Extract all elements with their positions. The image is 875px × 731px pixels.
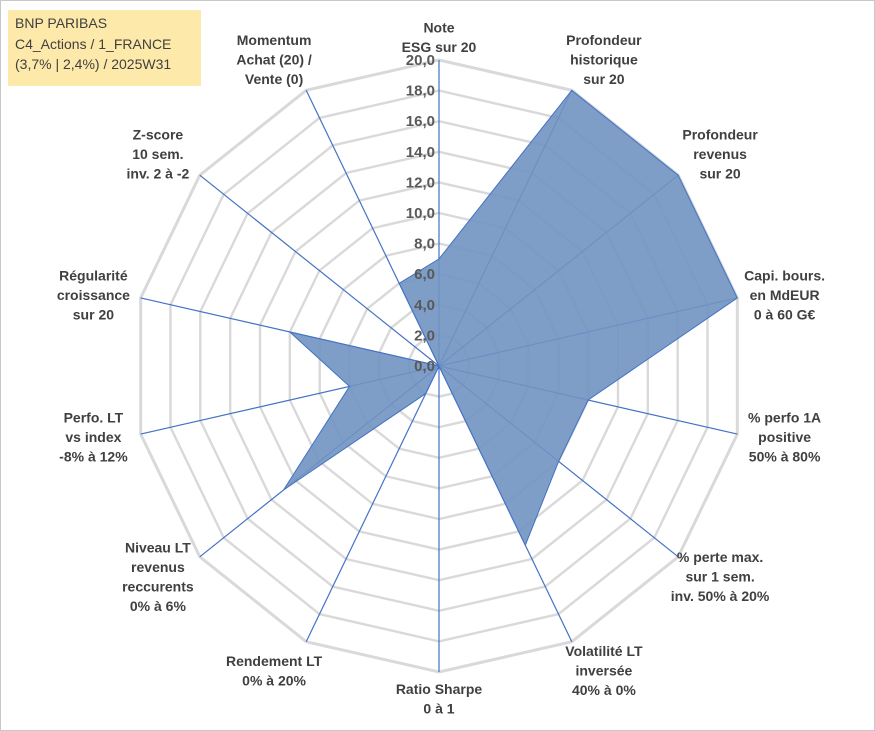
tick-label: 20,0 bbox=[406, 52, 435, 69]
axis-label-line: Niveau LT bbox=[125, 540, 191, 556]
axis-label-line: Z-score bbox=[133, 127, 184, 143]
data-series bbox=[283, 89, 738, 547]
axis-label-3: Profondeur revenus sur 20 bbox=[682, 127, 758, 182]
axis-label-line: sur 20 bbox=[699, 166, 740, 182]
axis-label-line: Volatilité LT bbox=[565, 643, 643, 659]
axis-label-line: inversée bbox=[575, 663, 632, 679]
title-line-3: (3,7% | 2,4%) / 2025W31 bbox=[15, 56, 172, 72]
axis-label-line: Note bbox=[423, 20, 454, 36]
tick-label: 0,0 bbox=[414, 358, 435, 375]
tick-label: 16,0 bbox=[406, 113, 435, 130]
axis-label-line: Profondeur bbox=[682, 127, 758, 143]
axis-label-line: % perfo 1A bbox=[748, 410, 821, 426]
axis-label-line: positive bbox=[758, 429, 811, 445]
axis-label-6: % perte max. sur 1 sem. inv. 50% à 20% bbox=[671, 549, 770, 604]
axis-label-line: Capi. bours. bbox=[744, 267, 825, 283]
tick-label: 8,0 bbox=[414, 236, 435, 253]
axis-label-4: Capi. bours. en MdEUR 0 à 60 G€ bbox=[744, 267, 825, 322]
axis-label-line: Perfo. LT bbox=[64, 410, 124, 426]
axis-label-14: Momentum Achat (20) / Vente (0) bbox=[236, 32, 312, 87]
tick-label: 6,0 bbox=[414, 266, 435, 283]
axis-label-line: 10 sem. bbox=[132, 146, 183, 162]
axis-label-line: sur 20 bbox=[73, 306, 114, 322]
axis-label-line: revenus bbox=[693, 146, 747, 162]
axis-label-line: sur 20 bbox=[583, 71, 624, 87]
axis-label-line: historique bbox=[570, 52, 638, 68]
axis-label-line: 0% à 6% bbox=[130, 598, 187, 614]
axis-label-8: Ratio Sharpe 0 à 1 bbox=[396, 681, 483, 717]
axis-label-line: Régularité bbox=[59, 267, 128, 283]
axis-label-line: en MdEUR bbox=[750, 287, 820, 303]
axis-label-line: 40% à 0% bbox=[572, 682, 636, 698]
axis-label-line: Ratio Sharpe bbox=[396, 681, 483, 697]
axis-label-line: croissance bbox=[57, 287, 130, 303]
axis-label-12: Régularité croissance sur 20 bbox=[57, 267, 130, 322]
axis-label-10: Niveau LT revenus reccurents 0% à 6% bbox=[122, 540, 194, 615]
tick-label: 2,0 bbox=[414, 327, 435, 344]
axis-label-line: Achat (20) / bbox=[236, 52, 312, 68]
axis-label-line: % perte max. bbox=[677, 549, 763, 565]
axis-spoke-13 bbox=[199, 174, 440, 367]
series-area bbox=[283, 89, 738, 547]
axis-label-line: sur 1 sem. bbox=[685, 569, 754, 585]
tick-label: 14,0 bbox=[406, 144, 435, 161]
axis-label-line: 50% à 80% bbox=[749, 449, 821, 465]
title-box: BNP PARIBAS C4_Actions / 1_FRANCE (3,7% … bbox=[8, 10, 201, 86]
axis-label-7: Volatilité LT inversée 40% à 0% bbox=[565, 643, 643, 698]
axis-label-line: inv. 50% à 20% bbox=[671, 588, 770, 604]
axis-labels: Note ESG sur 20 Profondeur historique sur 20… bbox=[57, 20, 825, 717]
axis-label-1: Note ESG sur 20 bbox=[402, 20, 477, 56]
axis-label-5: % perfo 1A positive 50% à 80% bbox=[748, 410, 821, 465]
axis-label-line: Profondeur bbox=[566, 32, 642, 48]
axis-label-line: revenus bbox=[131, 559, 185, 575]
tick-label: 4,0 bbox=[414, 297, 435, 314]
axis-label-13: Z-score 10 sem. inv. 2 à -2 bbox=[127, 127, 190, 182]
title-line-1: BNP PARIBAS bbox=[15, 15, 108, 31]
title-line-2: C4_Actions / 1_FRANCE bbox=[15, 35, 172, 52]
axis-label-2: Profondeur historique sur 20 bbox=[566, 32, 642, 87]
tick-label: 12,0 bbox=[406, 174, 435, 191]
axis-label-line: 0 à 1 bbox=[423, 701, 454, 717]
tick-labels: 0,0 2,0 4,0 6,0 8,0 10,0 12,0 14,0 16,0 18,0 20,0 bbox=[406, 52, 435, 375]
axis-label-line: reccurents bbox=[122, 579, 194, 595]
axis-label-9: Rendement LT 0% à 20% bbox=[226, 653, 323, 689]
axis-label-line: Momentum bbox=[237, 32, 312, 48]
axis-label-line: inv. 2 à -2 bbox=[127, 166, 190, 182]
axis-label-line: vs index bbox=[65, 429, 121, 445]
axis-label-line: ESG sur 20 bbox=[402, 39, 477, 55]
tick-label: 10,0 bbox=[406, 205, 435, 222]
axis-label-line: Vente (0) bbox=[245, 71, 303, 87]
axis-label-line: 0 à 60 G€ bbox=[754, 306, 816, 322]
axis-label-11: Perfo. LT vs index -8% à 12% bbox=[59, 410, 128, 465]
axis-label-line: 0% à 20% bbox=[242, 672, 306, 688]
axis-label-line: -8% à 12% bbox=[59, 449, 128, 465]
axis-spoke-9 bbox=[305, 365, 440, 642]
axis-label-line: Rendement LT bbox=[226, 653, 323, 669]
tick-label: 18,0 bbox=[406, 83, 435, 100]
